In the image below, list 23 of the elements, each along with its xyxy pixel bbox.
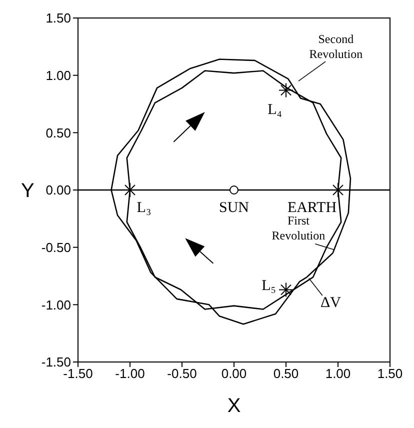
- annotation: L₄: [268, 102, 282, 118]
- x-tick-label: -0.50: [167, 366, 197, 382]
- annotation: First Revolution: [272, 213, 326, 242]
- annotation: L₅: [262, 278, 276, 294]
- annotation: SUN: [218, 200, 250, 216]
- annotation: Second Revolution: [309, 32, 363, 62]
- x-tick-label: 0.50: [273, 366, 299, 382]
- annotation: EARTH: [287, 200, 337, 216]
- y-tick-label: -1.00: [41, 297, 71, 312]
- annotation: L₃: [136, 200, 152, 216]
- x-tick-label: -1.00: [115, 366, 145, 382]
- y-axis-title: Y: [21, 180, 34, 202]
- y-tick-label: 0.50: [46, 125, 71, 140]
- y-tick-label: 0.00: [46, 182, 71, 198]
- annotation: ΔV: [320, 294, 342, 311]
- y-tick-label: -0.50: [41, 240, 71, 255]
- x-tick-label: 1.50: [377, 366, 403, 382]
- y-tick-label: 1.00: [46, 68, 71, 83]
- point: [230, 186, 238, 194]
- y-tick-label: 1.50: [46, 10, 71, 26]
- x-tick-label: 0.00: [221, 366, 247, 382]
- x-axis-title: X: [227, 395, 241, 417]
- x-tick-label: 1.00: [325, 366, 351, 382]
